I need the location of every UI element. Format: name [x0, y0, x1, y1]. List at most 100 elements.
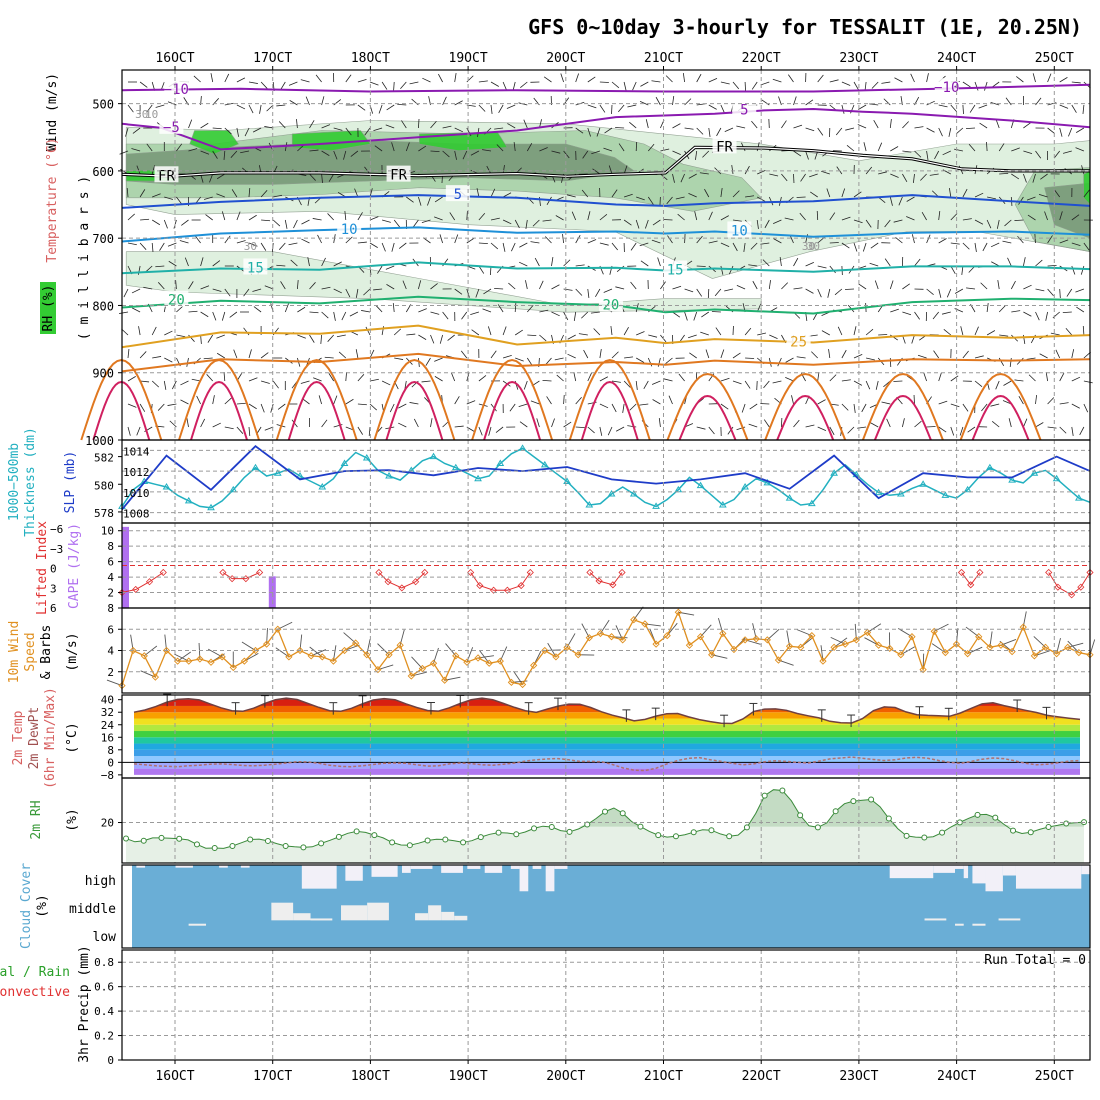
wind-speed-point: [229, 663, 237, 672]
wind-barb: [434, 216, 443, 221]
wind-barb: [603, 288, 613, 293]
wind-barb: [200, 418, 206, 428]
thickness-tick-label: 580: [94, 479, 114, 492]
temp-tick-label: 0: [107, 756, 114, 769]
wind-barb: [914, 258, 921, 267]
wind-barb: [950, 403, 960, 408]
wind-barb: [611, 242, 618, 251]
wind-barb: [412, 219, 419, 228]
wind-barb: [699, 172, 709, 175]
wind-barb: [911, 334, 915, 344]
thickness-point: [296, 471, 304, 479]
wind-speed-point: [185, 657, 193, 665]
label-bg: [386, 165, 411, 182]
wind-barb: [615, 426, 625, 432]
wind-barb: [943, 329, 952, 336]
wind-barb: [1047, 426, 1057, 429]
wind-barb: [338, 351, 347, 359]
thickness-point: [251, 463, 260, 471]
wind-barb: [145, 265, 153, 273]
rh2m-point: [371, 832, 378, 839]
wind-barb: [398, 403, 407, 409]
isotherm-line: [178, 358, 260, 441]
wind-barb: [608, 165, 613, 175]
wind-barb: [168, 260, 177, 267]
wind-barb: [587, 239, 597, 244]
wind-barb: [817, 265, 827, 269]
wind-barb: [418, 308, 427, 313]
lifted-index-line: [961, 572, 981, 586]
wind-barb: [1023, 173, 1027, 183]
wind-barb: [861, 403, 867, 413]
wind-barb: [902, 283, 911, 290]
wind-barb: [1018, 396, 1024, 405]
wind-barb: [418, 145, 427, 152]
wind-barb: [688, 192, 697, 198]
label-bg: [164, 80, 189, 97]
wind-barb: [1026, 357, 1036, 360]
lifted-index-line: [121, 572, 164, 593]
wind-speed-point: [763, 636, 771, 644]
thickness-point: [718, 501, 727, 508]
wind-barb: [236, 77, 246, 83]
wind-barb: [494, 127, 504, 130]
wind-barb: [1071, 376, 1081, 382]
wind-barb: [1007, 257, 1012, 267]
wind-barb: [1023, 150, 1033, 155]
wind-barb: [702, 150, 710, 158]
wind-barb: [695, 150, 698, 160]
wind-barb: [665, 75, 673, 83]
wind-barb: [398, 242, 407, 249]
lifted-index-point: [159, 568, 167, 577]
wind-barb: [1080, 265, 1085, 275]
rh2m-point: [282, 843, 289, 849]
wind-barb: [386, 284, 395, 290]
wind-barb: [454, 288, 463, 295]
wind-barb: [914, 311, 920, 320]
wind-barb: [853, 403, 856, 413]
wind-barb: [948, 127, 952, 137]
wind-barb: [176, 143, 183, 152]
wind-barb: [123, 288, 129, 298]
wind-speed-point: [986, 643, 994, 651]
lifted-index-point: [476, 582, 484, 590]
wind-barb: [938, 127, 943, 137]
wind-barb: [566, 194, 576, 198]
cloud-gap-middle: [415, 913, 429, 921]
y-tick-label: 900: [92, 367, 114, 381]
wind-barb: [179, 240, 189, 244]
wind-barb: [248, 349, 252, 359]
wind-barb: [841, 349, 847, 359]
rh2m-point: [442, 836, 449, 843]
wind-barb: [397, 103, 407, 106]
wind-barb: [627, 104, 637, 108]
wind-barb: [373, 288, 383, 291]
wind-barb: [923, 372, 927, 382]
thickness-axis-label: 1000−500mb: [7, 443, 22, 521]
wind-barb: [223, 371, 226, 382]
rh2m-point: [602, 808, 608, 815]
wind-barb: [1071, 403, 1080, 409]
rh-axis-label: RH (%): [41, 285, 56, 332]
wind-barb: [478, 80, 488, 83]
wind-barb: [336, 334, 346, 338]
wind-barb: [534, 257, 540, 267]
wind-barb: [146, 104, 153, 113]
isotherm-line: [373, 358, 456, 441]
wind-barb: [495, 426, 504, 433]
wind-speed-point: [518, 680, 527, 689]
wind-barb: [551, 311, 560, 317]
wind-barb: [164, 357, 173, 363]
wind-barb: [720, 377, 730, 382]
wind-barb: [328, 373, 335, 382]
wind-barb: [1009, 357, 1012, 367]
thickness-point: [741, 483, 749, 490]
thickness-point: [652, 502, 660, 509]
isotherm-line: [121, 226, 1091, 243]
isotherm-label: 20: [603, 297, 620, 313]
rh2m-point: [974, 811, 981, 818]
x-tick-label-bottom: 18OCT: [351, 1069, 390, 1084]
wind-barb: [543, 76, 552, 83]
wind-barb: [1071, 81, 1081, 84]
wind-barb: [563, 150, 570, 159]
